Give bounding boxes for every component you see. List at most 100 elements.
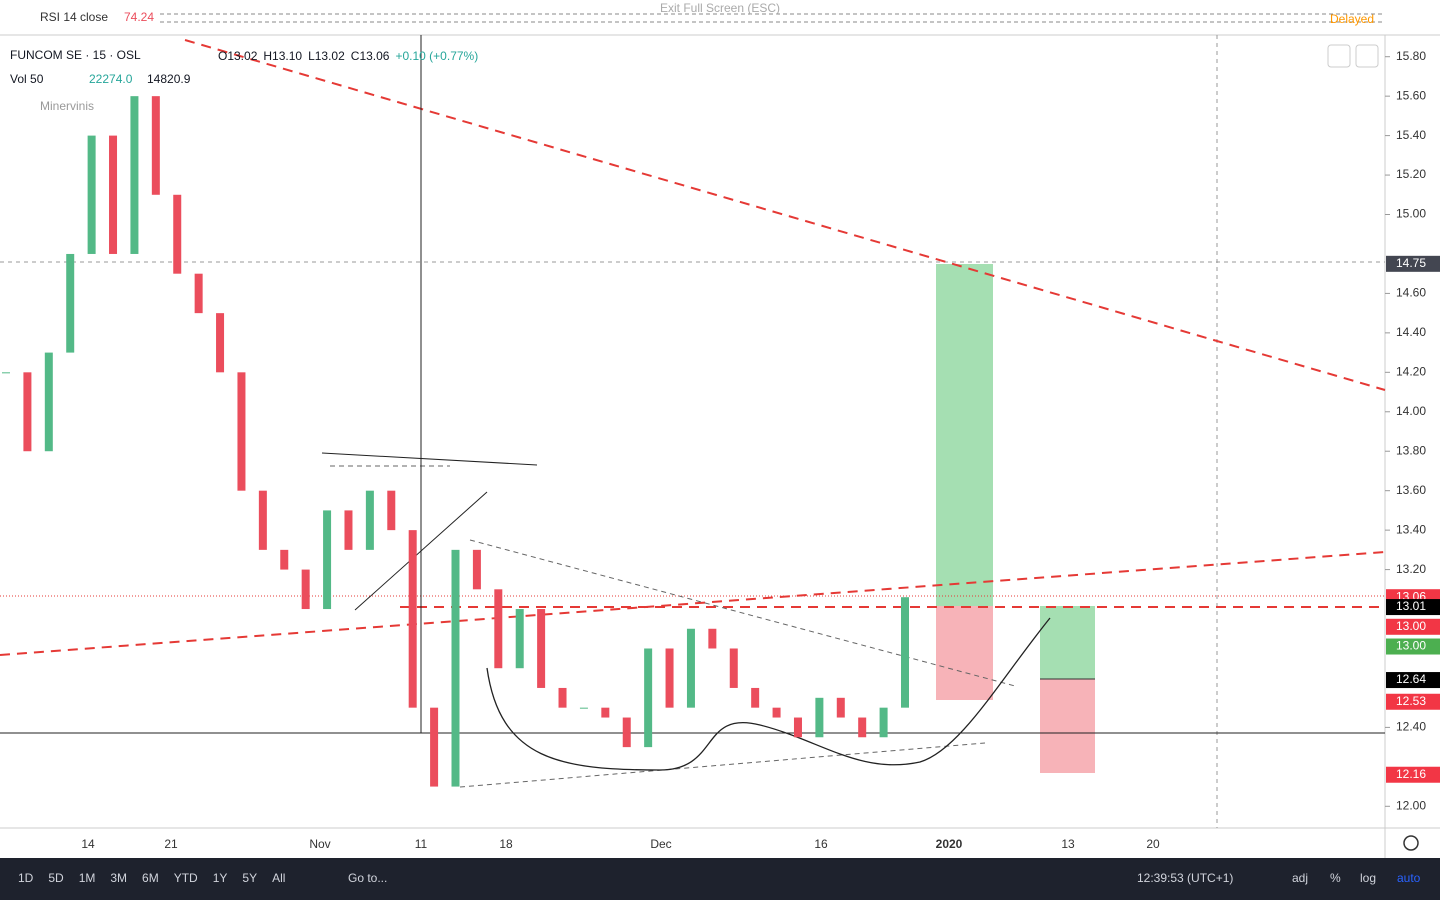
scale-option[interactable]: auto (1397, 871, 1421, 885)
ohlc-value: +0.10 (+0.77%) (395, 49, 478, 63)
candle (23, 372, 32, 452)
candle (686, 628, 695, 708)
candle (301, 569, 310, 610)
candle (772, 707, 781, 718)
candle (323, 510, 332, 610)
symbol: FUNCOM SE · 15 · OSL (10, 48, 141, 62)
range-button[interactable]: 5Y (242, 871, 257, 885)
candle (151, 96, 160, 195)
candle (173, 194, 182, 274)
trendline (354, 491, 488, 611)
candle (537, 609, 546, 688)
candle (365, 490, 374, 550)
price-badge (1386, 618, 1440, 635)
candle (729, 648, 738, 688)
candle (130, 96, 139, 254)
y-tick-label: 13.80 (1396, 443, 1426, 457)
range-button[interactable]: 5D (48, 871, 64, 885)
x-tick-label: Nov (309, 837, 330, 851)
candle (109, 135, 118, 254)
candle (494, 589, 503, 669)
candle (344, 510, 353, 550)
candle (665, 648, 674, 708)
candle (2, 372, 10, 374)
price-badge-label: 12.64 (1396, 672, 1426, 686)
ohlc-value: L13.02 (308, 49, 345, 63)
vol-label: Vol 50 (10, 72, 44, 86)
target-zone (1040, 606, 1095, 679)
candle (901, 597, 909, 708)
trendline (184, 39, 1386, 391)
scroll-button[interactable] (1327, 44, 1351, 68)
price-badge-label: 14.75 (1396, 256, 1426, 270)
trendline (459, 742, 986, 788)
range-button[interactable]: 1M (79, 871, 96, 885)
candle (216, 313, 225, 373)
trendline (469, 539, 1016, 687)
candle (280, 549, 289, 570)
candle (751, 687, 760, 708)
vol-ma: 14820.9 (147, 72, 191, 86)
range-button[interactable]: 3M (110, 871, 127, 885)
y-tick-label: 15.60 (1396, 88, 1426, 102)
candle (387, 490, 396, 531)
x-tick-label: 13 (1061, 837, 1075, 851)
candle (815, 697, 824, 738)
scale-option[interactable]: % (1330, 871, 1341, 885)
candle (87, 135, 96, 254)
indicator: Minervinis (40, 99, 94, 113)
x-tick-label: 20 (1146, 837, 1160, 851)
x-tick-label: 14 (81, 837, 95, 851)
rsi-label: RSI 14 close (40, 10, 108, 24)
y-tick-label: 13.60 (1396, 483, 1426, 497)
rsi-strip (0, 0, 1440, 35)
candle (622, 717, 631, 748)
candle (451, 549, 460, 787)
price-badge (1386, 693, 1440, 710)
ohlc-value: C13.06 (351, 49, 390, 63)
price-badge-label: 13.00 (1396, 639, 1426, 653)
trendline (0, 551, 1386, 656)
candle (472, 549, 481, 590)
candle (836, 697, 845, 718)
candle (644, 648, 653, 748)
x-tick-label: 11 (415, 837, 428, 851)
ohlc-value: O13.02 (218, 49, 258, 63)
settings-icon[interactable] (1403, 835, 1419, 851)
x-tick-label: 2020 (936, 837, 963, 851)
range-button[interactable]: 1D (18, 871, 34, 885)
candle (858, 717, 867, 738)
candle (793, 717, 802, 738)
candle (237, 372, 246, 491)
exit-fullscreen[interactable]: Exit Full Screen (ESC) (660, 1, 780, 15)
price-badge (1386, 255, 1440, 272)
x-tick-label: 16 (814, 837, 828, 851)
price-badge (1386, 766, 1440, 783)
candles (2, 96, 909, 787)
price-badge (1386, 638, 1440, 655)
y-tick-label: 14.20 (1396, 364, 1426, 378)
scale-option[interactable]: adj (1292, 871, 1308, 885)
range-button[interactable]: All (272, 871, 285, 885)
price-badge (1386, 672, 1440, 689)
range-button[interactable]: 1Y (213, 871, 228, 885)
fullscreen-button[interactable] (1355, 44, 1379, 68)
goto-button[interactable]: Go to... (348, 871, 387, 885)
range-button[interactable]: 6M (142, 871, 159, 885)
candle (430, 707, 439, 787)
range-button[interactable]: YTD (174, 871, 198, 885)
cup-curve (486, 617, 1051, 771)
delayed: Delayed (1330, 12, 1374, 26)
y-tick-label: 13.40 (1396, 522, 1426, 536)
scale-option[interactable]: log (1360, 871, 1376, 885)
target-zone (936, 264, 993, 606)
rsi-value: 74.24 (124, 10, 154, 24)
price-badge-label: 13.00 (1396, 619, 1426, 633)
candle (558, 687, 567, 708)
price-badge (1386, 599, 1440, 616)
y-tick-label: 12.40 (1396, 720, 1426, 734)
trendline (321, 452, 538, 466)
toolbar (0, 858, 1440, 900)
drawings (0, 35, 1386, 828)
